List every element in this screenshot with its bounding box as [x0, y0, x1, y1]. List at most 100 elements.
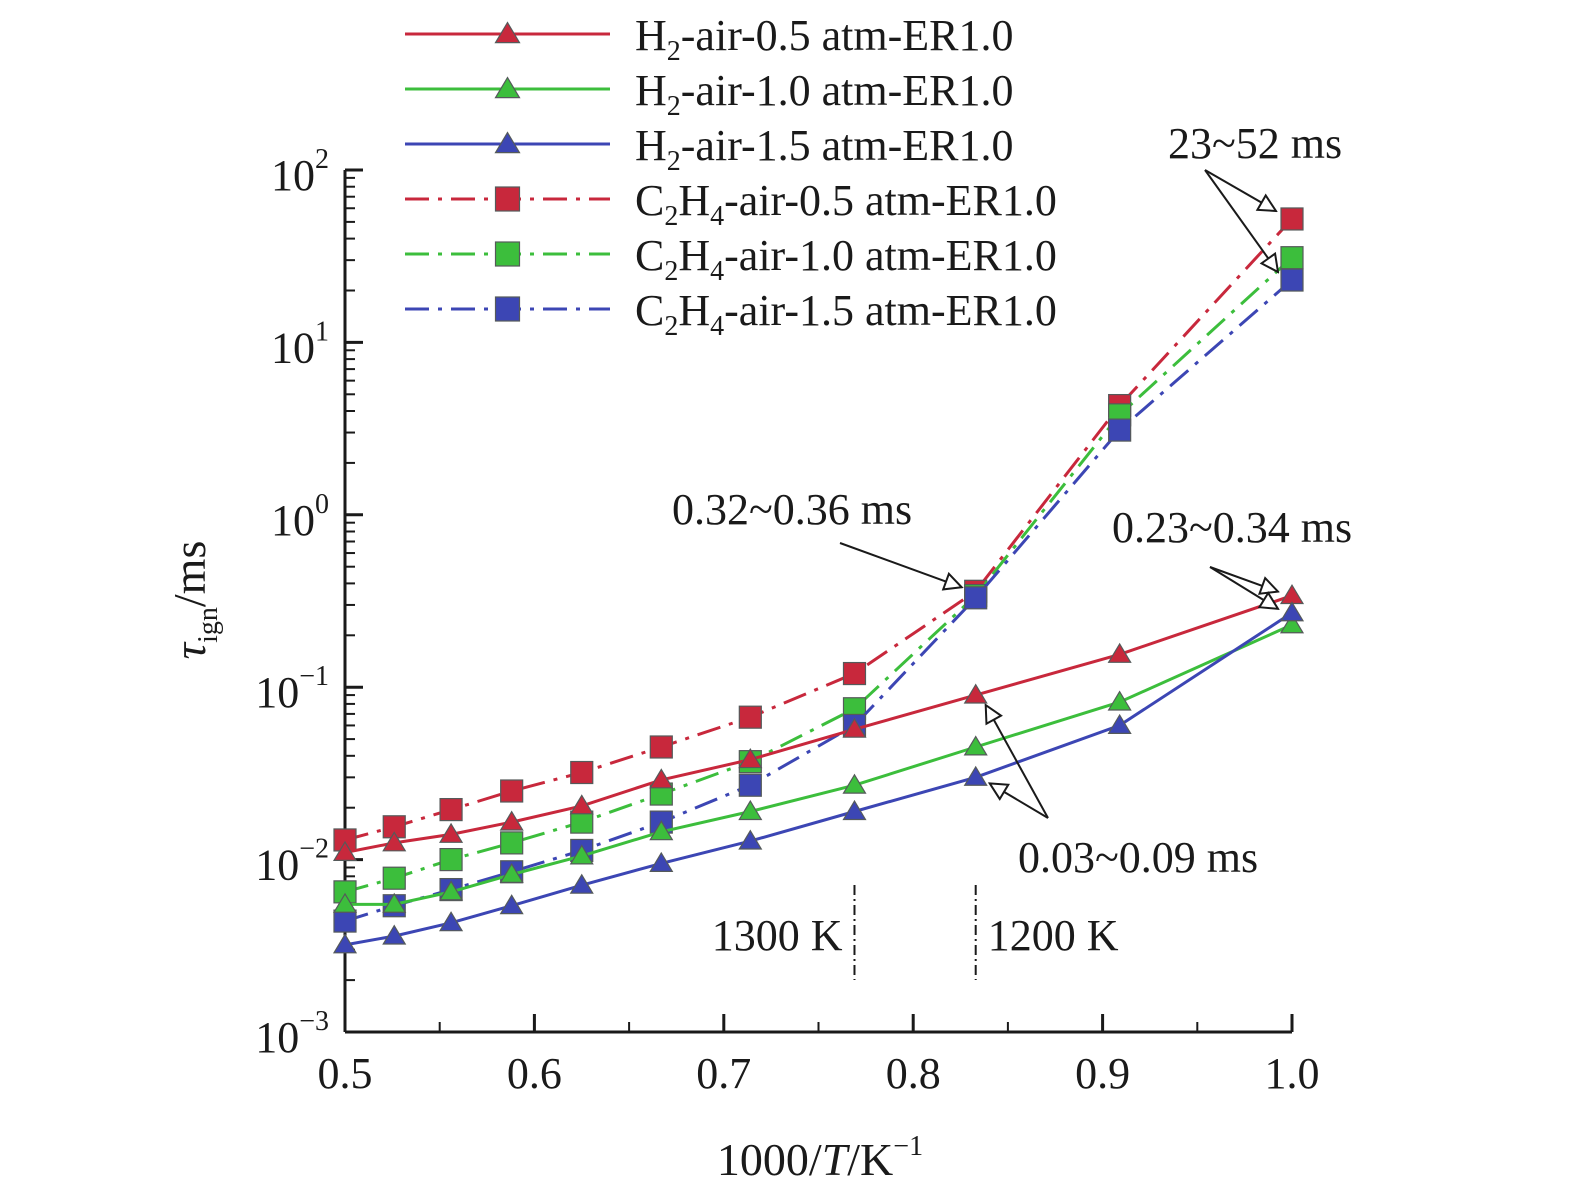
legend-fuel: H [635, 121, 667, 170]
legend-fuel: H [678, 176, 710, 225]
annotation-arrow [839, 542, 962, 587]
triangle-marker [738, 748, 763, 769]
annotations: 23~52 ms 0.32~0.36 ms 0.23~0.34 ms 0.03~0.0… [672, 119, 1352, 980]
triangle-marker [332, 840, 358, 861]
y-tick-exponent: 1 [315, 316, 329, 347]
y-title-unit: /ms [164, 541, 215, 607]
triangle-marker [569, 873, 594, 894]
x-tick-label: 0.6 [507, 1049, 562, 1098]
y-tick-base: 10 [271, 151, 315, 200]
y-tick-base: 10 [255, 841, 299, 890]
square-marker [494, 296, 521, 322]
legend-fuel: C [635, 176, 664, 225]
legend-fuel: H [635, 66, 667, 115]
y-axis-title: τign/ms [164, 541, 224, 660]
legend-rest: -air-1.0 atm-ER1.0 [681, 66, 1014, 115]
series-line [344, 256, 1294, 894]
legend-rest: -air-1.5 atm-ER1.0 [724, 286, 1057, 335]
legend-entry: C2H4-air-1.5 atm-ER1.0 [405, 286, 1057, 342]
legend-rest: -air-1.0 atm-ER1.0 [724, 231, 1057, 280]
triangle-marker [738, 799, 763, 821]
annotation-023-034-ms: 0.23~0.34 ms [1112, 503, 1352, 552]
square-marker [738, 773, 762, 797]
square-marker [738, 705, 762, 729]
triangle-marker [963, 735, 988, 756]
legend-label: C2H4-air-1.5 atm-ER1.0 [635, 286, 1057, 342]
series-line [344, 594, 1293, 854]
y-tick-label: 10−1 [255, 661, 329, 717]
square-marker [382, 866, 406, 890]
legend-entry: H2-air-1.5 atm-ER1.0 [405, 121, 1013, 177]
triangle-marker [963, 683, 988, 704]
triangle-marker [649, 820, 674, 841]
x-title-exponent: −1 [893, 1131, 923, 1162]
x-title-unit: /K [847, 1134, 893, 1185]
triangle-marker [439, 822, 464, 843]
square-marker [494, 241, 521, 267]
y-tick-base: 10 [255, 668, 299, 717]
legend-rest: -air-1.5 atm-ER1.0 [681, 121, 1014, 170]
triangle-marker [569, 844, 594, 865]
legend-rest: -air-0.5 atm-ER1.0 [681, 11, 1014, 60]
annotation-arrow [1209, 566, 1278, 609]
legend-fuel: H [678, 231, 710, 280]
square-marker [1108, 418, 1132, 442]
triangle-marker [382, 924, 407, 945]
y-tick-exponent: −1 [299, 661, 329, 692]
square-marker [570, 760, 594, 785]
y-tick-base: 10 [271, 323, 315, 372]
square-marker [439, 847, 463, 872]
legend-fuel: H [678, 286, 710, 335]
triangle-marker [649, 851, 674, 872]
legend-entry: H2-air-0.5 atm-ER1.0 [405, 11, 1013, 67]
square-marker [1280, 268, 1304, 292]
triangle-marker [499, 862, 524, 883]
x-tick-label: 0.5 [318, 1049, 373, 1098]
triangle-marker [494, 21, 521, 44]
legend-entry: H2-air-1.0 atm-ER1.0 [405, 66, 1013, 122]
y-tick-label: 101 [271, 316, 329, 372]
triangle-marker [1279, 583, 1305, 605]
triangle-marker [842, 717, 867, 738]
square-marker [494, 186, 521, 212]
legend-fuel: C [635, 231, 664, 280]
legend-entry: C2H4-air-0.5 atm-ER1.0 [405, 176, 1057, 232]
annotation-arrow [990, 783, 1049, 819]
triangle-marker [494, 131, 521, 154]
triangle-marker [1107, 690, 1132, 711]
x-tick-label: 0.8 [886, 1049, 941, 1098]
square-marker [500, 779, 524, 803]
y-tick-exponent: 2 [315, 144, 329, 175]
triangle-marker [1107, 713, 1132, 734]
legend-label: C2H4-air-1.0 atm-ER1.0 [635, 231, 1057, 287]
x-axis-title: 1000/T/K−1 [717, 1131, 923, 1185]
legend-rest: -air-0.5 atm-ER1.0 [724, 176, 1057, 225]
series-line [344, 611, 1293, 947]
square-marker [842, 661, 867, 686]
y-title-symbol: τ [164, 641, 215, 659]
series-line [344, 278, 1293, 923]
x-tick-label: 1.0 [1265, 1049, 1320, 1098]
legend-subscript: 4 [710, 256, 724, 287]
legend-subscript: 2 [667, 91, 681, 122]
legend-subscript: 4 [710, 311, 724, 342]
triangle-marker [569, 794, 594, 815]
triangle-marker [1279, 613, 1305, 634]
series-h2-air-1-5-atm-er1-0 [332, 601, 1305, 954]
x-tick-label: 0.9 [1075, 1049, 1130, 1098]
square-marker [1280, 207, 1304, 231]
square-marker [1280, 246, 1304, 270]
series-h2-air-1-0-atm-er1-0 [332, 613, 1305, 913]
y-tick-label: 100 [271, 489, 329, 545]
triangle-marker [1279, 601, 1305, 622]
triangle-marker [332, 892, 358, 913]
y-tick-exponent: −3 [299, 1006, 329, 1037]
x-title-part: 1000/ [717, 1134, 822, 1185]
square-marker [570, 810, 594, 834]
legend-entry: C2H4-air-1.0 atm-ER1.0 [405, 231, 1057, 287]
annotation-arrow [1204, 169, 1276, 211]
legend-subscript: 2 [664, 311, 678, 342]
triangle-marker [963, 765, 988, 786]
y-tick-label: 10−3 [255, 1006, 329, 1062]
annotation-032-036-ms: 0.32~0.36 ms [672, 485, 912, 534]
